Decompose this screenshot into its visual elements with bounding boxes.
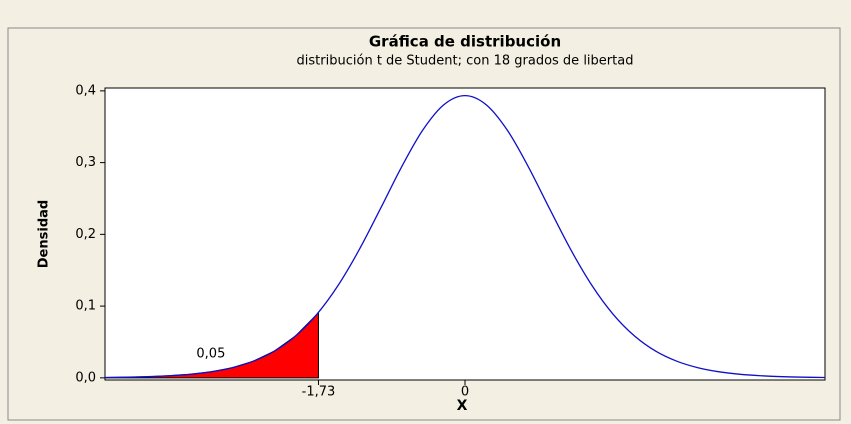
y-axis-label: Densidad <box>37 200 52 268</box>
y-tick-label: 0,1 <box>75 299 96 314</box>
y-tick-label: 0,0 <box>75 370 96 385</box>
annotation: 0,05 <box>196 347 225 362</box>
y-tick-label: 0,2 <box>75 227 96 242</box>
x-tick-label: 0 <box>461 385 469 400</box>
y-tick-label: 0,4 <box>75 83 96 98</box>
chart-title: Gráfica de distribución <box>369 33 561 51</box>
plot-area <box>104 87 826 381</box>
chart-subtitle: distribución t de Student; con 18 grados… <box>297 54 634 69</box>
y-tick-label: 0,3 <box>75 155 96 170</box>
density-curve <box>104 94 826 379</box>
x-axis-label: X <box>457 398 468 414</box>
x-tick-label: -1,73 <box>302 385 336 400</box>
